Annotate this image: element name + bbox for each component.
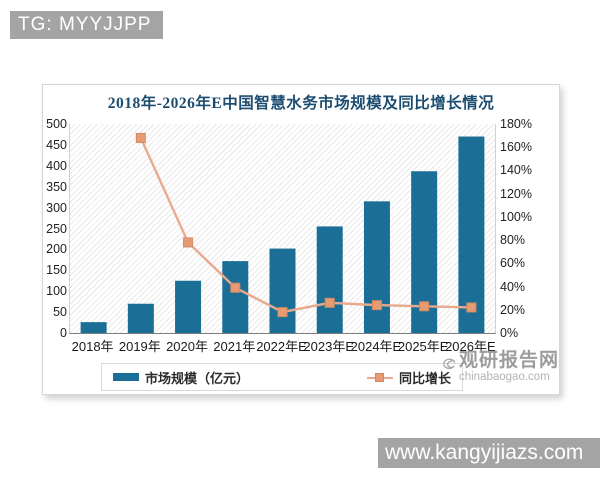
right-tick-120%: 120% — [500, 186, 532, 201]
line-series-swatch — [367, 372, 393, 382]
x-label-2024年E: 2024年E — [350, 339, 402, 354]
right-tick-0%: 0% — [500, 326, 519, 340]
line-marker-2019年 — [135, 132, 146, 143]
swirl-logo-icon — [443, 358, 456, 370]
x-label-2018年: 2018年 — [71, 339, 114, 354]
line-marker-2020年 — [183, 237, 194, 248]
legend-item-yoy-growth: 同比增长 — [367, 368, 451, 387]
bar-2023年E — [316, 226, 343, 333]
chart-title: 2018年-2026年E中国智慧水务市场规模及同比增长情况 — [107, 95, 495, 112]
watermark-domain: chinabaogao.com — [458, 371, 550, 383]
left-tick-50: 50 — [53, 305, 67, 320]
telegram-watermark-badge: TG: MYYJJPP — [10, 11, 164, 39]
plot-area — [69, 124, 496, 334]
x-label-2026年E: 2026年E — [445, 339, 496, 354]
chinabaogao-watermark: 观研报告网 chinabaogao.com — [441, 351, 559, 384]
right-tick-160%: 160% — [500, 140, 532, 155]
x-label-2020年: 2020年 — [166, 339, 208, 354]
legend-label-market-size: 市场规模（亿元） — [144, 370, 249, 386]
left-tick-250: 250 — [46, 221, 67, 236]
line-marker-2021年 — [230, 282, 241, 293]
left-tick-150: 150 — [46, 263, 67, 278]
bar-series-swatch — [112, 373, 139, 381]
right-tick-60%: 60% — [500, 256, 526, 271]
right-tick-180%: 180% — [500, 117, 532, 131]
legend-item-market-size: 市场规模（亿元） — [112, 368, 249, 387]
legend: 市场规模（亿元） 同比增长 — [101, 363, 463, 391]
bar-2019年 — [127, 303, 154, 333]
x-label-2023年E: 2023年E — [303, 339, 355, 354]
line-marker-2023年E — [324, 297, 335, 308]
left-tick-450: 450 — [46, 137, 67, 152]
bar-2026年E — [458, 136, 485, 333]
left-tick-350: 350 — [46, 179, 67, 194]
bar-2020年 — [175, 280, 202, 333]
left-tick-100: 100 — [46, 284, 67, 299]
right-tick-140%: 140% — [500, 163, 532, 178]
line-marker-2025年E — [419, 301, 430, 312]
watermark-name: 观研报告网 — [458, 350, 559, 371]
line-marker-2022年E — [277, 307, 288, 318]
left-tick-500: 500 — [46, 117, 67, 131]
x-label-2019年: 2019年 — [118, 339, 161, 354]
x-label-2022年E: 2022年E — [256, 339, 307, 354]
x-label-2025年E: 2025年E — [397, 339, 449, 354]
left-tick-0: 0 — [60, 326, 67, 340]
bar-2022年E — [269, 248, 296, 333]
x-label-2021年: 2021年 — [213, 339, 256, 354]
right-tick-40%: 40% — [500, 279, 526, 294]
left-tick-400: 400 — [46, 158, 67, 173]
left-tick-200: 200 — [46, 242, 67, 257]
legend-label-yoy-growth: 同比增长 — [399, 370, 452, 386]
bar-2024年E — [363, 201, 390, 333]
watermark-text: 观研报告网 chinabaogao.com — [459, 351, 559, 384]
bar-2018年 — [80, 322, 107, 333]
yoy-growth-line — [139, 137, 472, 314]
right-tick-20%: 20% — [500, 302, 526, 317]
line-marker-2024年E — [371, 300, 382, 311]
chart-card: 2018年-2026年E中国智慧水务市场规模及同比增长情况 市场规模（亿元） 同… — [42, 84, 560, 395]
line-swatch-marker — [375, 372, 384, 382]
site-watermark-badge: www.kangyijiazs.com — [378, 438, 600, 468]
right-tick-100%: 100% — [500, 209, 532, 224]
left-tick-300: 300 — [46, 200, 67, 215]
chart-canvas — [80, 132, 485, 333]
line-marker-2026年E — [466, 302, 477, 313]
bar-2021年 — [222, 261, 249, 333]
right-tick-80%: 80% — [500, 233, 526, 248]
